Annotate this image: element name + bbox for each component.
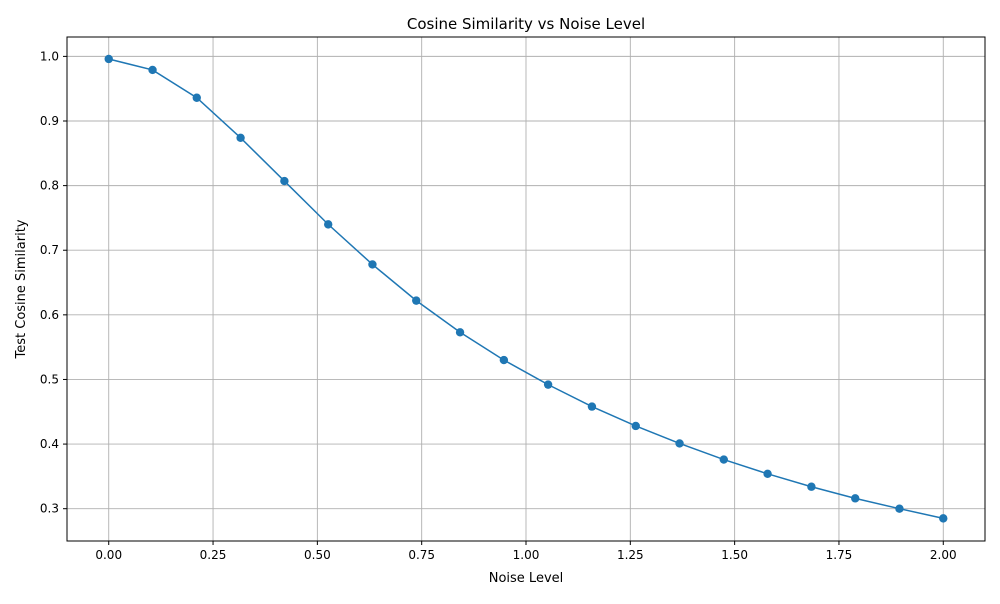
data-point [104, 54, 113, 64]
x-tick-label: 0.50 [304, 548, 331, 562]
y-tick-label: 0.9 [40, 114, 59, 128]
y-tick-label: 0.7 [40, 243, 59, 257]
y-axis-label: Test Cosine Similarity [14, 219, 29, 359]
x-tick-label: 0.00 [95, 548, 122, 562]
y-tick-label: 0.5 [40, 372, 59, 386]
data-point [851, 494, 860, 503]
data-point [719, 455, 728, 464]
x-tick-label: 0.25 [200, 548, 227, 562]
data-point [148, 65, 157, 75]
data-point [412, 296, 421, 305]
data-point [939, 514, 948, 523]
data-point [631, 421, 640, 431]
data-point [543, 380, 553, 389]
data-point [368, 260, 377, 269]
x-tick-label: 2.00 [930, 548, 957, 562]
y-tick-label: 0.4 [40, 437, 59, 451]
y-tick-label: 0.8 [40, 179, 59, 193]
data-point [236, 133, 245, 142]
data-point [675, 439, 684, 448]
y-tick-label: 1.0 [40, 49, 59, 63]
grid-lines [67, 37, 985, 541]
data-point [324, 220, 333, 229]
data-point [587, 402, 597, 411]
data-point [499, 355, 509, 365]
x-axis-label: Noise Level [489, 571, 564, 586]
series-layer [104, 54, 948, 523]
x-tick-label: 1.75 [826, 548, 853, 562]
y-tick-label: 0.6 [40, 308, 59, 322]
x-axis-ticks: 0.00 0.25 0.50 0.75 1.00 1.25 1.50 1.75 2.00 [95, 541, 957, 562]
x-tick-label: 1.00 [513, 548, 540, 562]
x-tick-label: 1.25 [617, 548, 644, 562]
data-point [895, 504, 904, 513]
series-line [108, 58, 944, 520]
data-point [280, 176, 289, 186]
data-point [763, 469, 772, 478]
data-point [455, 328, 465, 337]
y-axis-ticks: 0.3 0.4 0.5 0.6 0.7 0.8 0.9 1.0 [40, 49, 67, 516]
data-point [192, 93, 201, 102]
y-tick-label: 0.3 [40, 502, 59, 516]
data-point [807, 482, 816, 491]
x-tick-label: 1.50 [721, 548, 748, 562]
chart-title: Cosine Similarity vs Noise Level [407, 15, 645, 33]
x-tick-label: 0.75 [408, 548, 435, 562]
